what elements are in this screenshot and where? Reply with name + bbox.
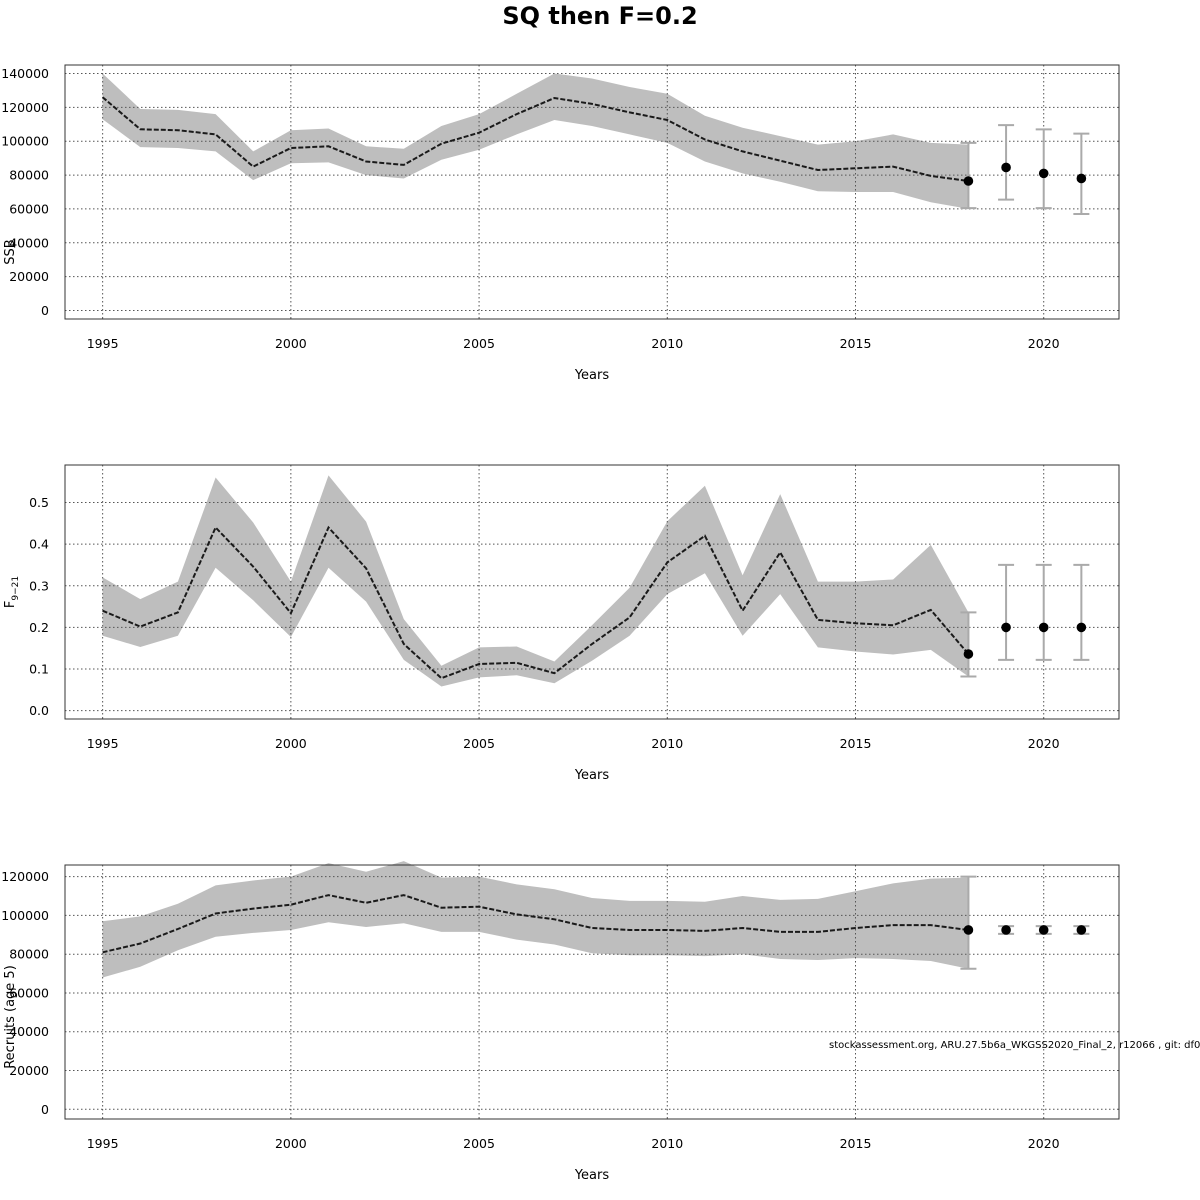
- y-tick-label: 40000: [9, 235, 49, 250]
- forecast-point: [963, 925, 974, 935]
- y-tick-label: 20000: [9, 1063, 49, 1078]
- estimate-line: [102, 894, 969, 954]
- y-tick-label: 80000: [9, 947, 49, 962]
- forecast-point: [1001, 925, 1011, 935]
- footnote: stockassessment.org, ARU.27.5b6a_WKGSS20…: [829, 1040, 1200, 1051]
- y-tick-label: 100000: [1, 134, 49, 149]
- y-tick-label: 60000: [9, 201, 49, 216]
- plot-frame: [64, 864, 1120, 1120]
- x-tick-label: 1995: [87, 336, 119, 351]
- x-tick-label: 2020: [1028, 336, 1060, 351]
- panel-recruits: 1995 2000 2005 2010 2015 2020 0 20000 40000 60000…: [1, 861, 1120, 1183]
- y-tick-label: 120000: [1, 869, 49, 884]
- x-tick-label: 2000: [275, 736, 307, 751]
- estimate-line: [102, 525, 970, 680]
- y-tick-label: 120000: [1, 100, 49, 115]
- x-axis-title: Years: [574, 1168, 610, 1183]
- forecast-point: [1001, 162, 1011, 173]
- forecast-point: [1076, 925, 1087, 935]
- x-tick-label: 2000: [275, 336, 307, 351]
- x-tick-label: 2010: [651, 736, 683, 751]
- x-tick-label: 2010: [651, 1136, 683, 1151]
- x-axis-title: Years: [574, 368, 610, 383]
- y-tick-label: 60000: [9, 985, 49, 1000]
- forecast-point: [1076, 622, 1087, 633]
- forecast-point: [1038, 925, 1049, 935]
- y-tick-label: 100000: [1, 908, 49, 923]
- x-tick-label: 2005: [463, 736, 495, 751]
- x-tick-label: 2005: [463, 1136, 495, 1151]
- y-axis-title-subscript: 9−21: [11, 576, 21, 601]
- y-tick-label: 0.0: [29, 703, 49, 718]
- x-tick-label: 2015: [840, 1136, 872, 1151]
- x-tick-label: 2015: [840, 336, 872, 351]
- plot-frame: [64, 64, 1120, 320]
- x-tick-label: 2020: [1028, 736, 1060, 751]
- x-tick-label: 2015: [840, 736, 872, 751]
- y-tick-label: 80000: [9, 168, 49, 183]
- x-axis-title: Years: [574, 768, 610, 783]
- y-tick-label: 0.4: [29, 537, 49, 552]
- panel-ssb: 1995 2000 2005 2010 2015 2020 0 20000 40000 60000…: [1, 64, 1120, 383]
- y-axis-title: Recruits (age 5): [3, 965, 18, 1069]
- plot-frame: [64, 464, 1120, 720]
- x-tick-label: 1995: [87, 1136, 119, 1151]
- x-tick-label: 2020: [1028, 1136, 1060, 1151]
- forecast-point: [963, 649, 974, 659]
- x-tick-label: 2010: [651, 336, 683, 351]
- panel-fbar: 1995 2000 2005 2010 2015 2020 0.0 0.1 0.2 0.3 0.4 0…: [3, 464, 1120, 783]
- y-tick-label: 140000: [1, 66, 49, 81]
- confidence-band: [102, 475, 969, 687]
- confidence-band: [102, 861, 969, 978]
- estimate-line: [101, 96, 969, 182]
- y-tick-label: 0.1: [29, 662, 49, 677]
- forecast-point: [963, 176, 974, 186]
- y-axis-title: F9−21: [3, 576, 21, 608]
- y-axis-title: SSB: [3, 239, 18, 264]
- y-tick-label: 0.2: [29, 620, 49, 635]
- x-tick-label: 2005: [463, 336, 495, 351]
- forecast-point: [1076, 173, 1087, 184]
- forecast-point: [1038, 622, 1049, 633]
- y-tick-label: 0.3: [29, 578, 49, 593]
- confidence-band: [102, 73, 969, 209]
- forecast-point: [1038, 168, 1049, 179]
- figure-title: SQ then F=0.2: [502, 2, 698, 30]
- y-tick-label: 0: [41, 303, 49, 318]
- x-tick-label: 2000: [275, 1136, 307, 1151]
- y-tick-label: 20000: [9, 269, 49, 284]
- forecast-point: [1001, 622, 1011, 633]
- y-tick-label: 0: [41, 1102, 49, 1117]
- y-tick-label: 0.5: [29, 495, 49, 510]
- y-tick-label: 40000: [9, 1024, 49, 1039]
- x-tick-label: 1995: [87, 736, 119, 751]
